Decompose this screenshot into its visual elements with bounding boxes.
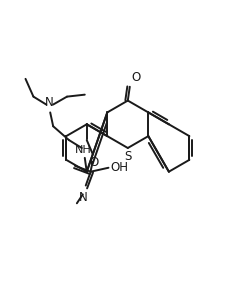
Text: NH: NH <box>74 145 91 155</box>
Text: OH: OH <box>110 161 128 174</box>
Text: N: N <box>79 191 87 204</box>
Text: O: O <box>89 156 98 169</box>
Text: O: O <box>132 71 141 84</box>
Text: S: S <box>124 150 131 163</box>
Text: N: N <box>45 96 54 109</box>
